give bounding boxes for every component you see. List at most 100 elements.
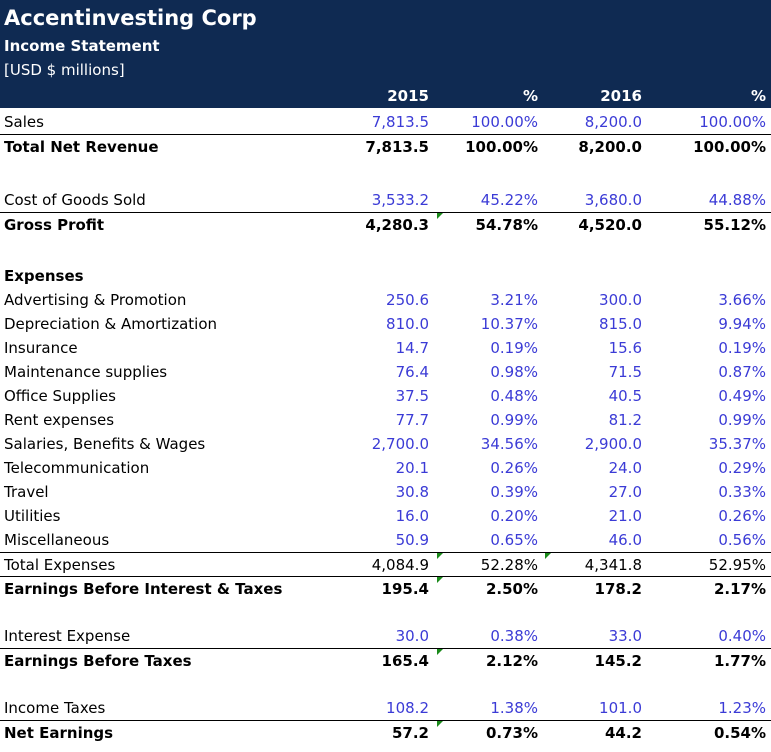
table-row[interactable]: Telecommunication 20.1 0.26% 24.0 0.29% <box>0 456 771 480</box>
cell-2016[interactable]: 44.2 <box>604 724 642 742</box>
cell-2016[interactable]: 8,200.0 <box>578 138 642 156</box>
cell-pct-2016[interactable]: 3.66% <box>718 291 766 309</box>
table-row[interactable]: Maintenance supplies 76.4 0.98% 71.5 0.8… <box>0 360 771 384</box>
cell-pct-2016[interactable]: 100.00% <box>699 113 766 131</box>
cell-2016[interactable]: 27.0 <box>608 483 642 501</box>
cell-2015[interactable]: 3,533.2 <box>371 191 429 209</box>
cell-2015[interactable]: 30.0 <box>395 627 429 645</box>
table-row[interactable]: Travel 30.8 0.39% 27.0 0.33% <box>0 480 771 504</box>
cell-2016[interactable]: 4,341.8 <box>584 556 642 574</box>
cell-2016[interactable]: 40.5 <box>608 387 642 405</box>
table-row[interactable]: Cost of Goods Sold 3,533.2 45.22% 3,680.… <box>0 188 771 212</box>
cell-pct-2015[interactable]: 0.39% <box>490 483 538 501</box>
cell-2015[interactable]: 20.1 <box>395 459 429 477</box>
cell-pct-2015[interactable]: 0.99% <box>490 411 538 429</box>
table-row[interactable]: Insurance 14.7 0.19% 15.6 0.19% <box>0 336 771 360</box>
cell-pct-2015[interactable]: 2.12% <box>485 652 538 670</box>
table-row[interactable]: Total Expenses 4,084.9 52.28% 4,341.8 52… <box>0 552 771 577</box>
cell-2015[interactable]: 165.4 <box>381 652 429 670</box>
cell-2016[interactable]: 33.0 <box>608 627 642 645</box>
cell-pct-2015[interactable]: 10.37% <box>480 315 538 333</box>
table-row[interactable]: Earnings Before Taxes 165.4 2.12% 145.2 … <box>0 648 771 673</box>
table-row[interactable]: Advertising & Promotion 250.6 3.21% 300.… <box>0 288 771 312</box>
table-row[interactable]: Office Supplies 37.5 0.48% 40.5 0.49% <box>0 384 771 408</box>
section-heading-row[interactable]: Expenses <box>0 264 771 288</box>
cell-pct-2016[interactable]: 9.94% <box>718 315 766 333</box>
cell-pct-2015[interactable]: 0.19% <box>490 339 538 357</box>
cell-pct-2016[interactable]: 1.77% <box>713 652 766 670</box>
cell-pct-2016[interactable]: 0.40% <box>718 627 766 645</box>
cell-pct-2016[interactable]: 55.12% <box>703 216 766 234</box>
cell-pct-2015[interactable]: 1.38% <box>490 699 538 717</box>
cell-pct-2015[interactable]: 0.65% <box>490 531 538 549</box>
cell-2016[interactable]: 101.0 <box>599 699 642 717</box>
cell-2016[interactable]: 24.0 <box>608 459 642 477</box>
cell-pct-2015[interactable]: 3.21% <box>490 291 538 309</box>
cell-2016[interactable]: 15.6 <box>608 339 642 357</box>
cell-pct-2016[interactable]: 44.88% <box>708 191 766 209</box>
table-row[interactable]: Net Earnings 57.2 0.73% 44.2 0.54% <box>0 720 771 745</box>
cell-2016[interactable]: 71.5 <box>608 363 642 381</box>
cell-2015[interactable]: 108.2 <box>386 699 429 717</box>
cell-pct-2015[interactable]: 2.50% <box>485 580 538 598</box>
table-row[interactable]: Income Taxes 108.2 1.38% 101.0 1.23% <box>0 696 771 720</box>
cell-pct-2015[interactable]: 100.00% <box>465 138 538 156</box>
cell-2016[interactable]: 4,520.0 <box>578 216 642 234</box>
cell-2015[interactable]: 37.5 <box>395 387 429 405</box>
cell-pct-2016[interactable]: 0.99% <box>718 411 766 429</box>
cell-2015[interactable]: 76.4 <box>395 363 429 381</box>
cell-pct-2015[interactable]: 54.78% <box>475 216 538 234</box>
cell-pct-2016[interactable]: 52.95% <box>708 556 766 574</box>
cell-2016[interactable]: 3,680.0 <box>584 191 642 209</box>
table-row[interactable]: Total Net Revenue 7,813.5 100.00% 8,200.… <box>0 134 771 159</box>
table-row[interactable]: Earnings Before Interest & Taxes 195.4 2… <box>0 576 771 601</box>
cell-2015[interactable]: 195.4 <box>381 580 429 598</box>
cell-pct-2016[interactable]: 0.29% <box>718 459 766 477</box>
table-row[interactable]: Gross Profit 4,280.3 54.78% 4,520.0 55.1… <box>0 212 771 237</box>
cell-2016[interactable]: 815.0 <box>599 315 642 333</box>
cell-pct-2015[interactable]: 0.73% <box>485 724 538 742</box>
table-row[interactable]: Depreciation & Amortization 810.0 10.37%… <box>0 312 771 336</box>
cell-2015[interactable]: 4,084.9 <box>371 556 429 574</box>
cell-2015[interactable]: 2,700.0 <box>371 435 429 453</box>
cell-2016[interactable]: 2,900.0 <box>584 435 642 453</box>
cell-pct-2016[interactable]: 0.56% <box>718 531 766 549</box>
cell-pct-2016[interactable]: 0.54% <box>713 724 766 742</box>
cell-2015[interactable]: 7,813.5 <box>365 138 429 156</box>
cell-pct-2015[interactable]: 0.20% <box>490 507 538 525</box>
cell-2015[interactable]: 250.6 <box>386 291 429 309</box>
table-row[interactable]: Interest Expense 30.0 0.38% 33.0 0.40% <box>0 624 771 648</box>
cell-pct-2015[interactable]: 100.00% <box>471 113 538 131</box>
cell-pct-2015[interactable]: 45.22% <box>480 191 538 209</box>
cell-2016[interactable]: 145.2 <box>594 652 642 670</box>
cell-pct-2016[interactable]: 35.37% <box>708 435 766 453</box>
cell-2015[interactable]: 4,280.3 <box>365 216 429 234</box>
cell-pct-2015[interactable]: 0.48% <box>490 387 538 405</box>
cell-2015[interactable]: 77.7 <box>395 411 429 429</box>
cell-pct-2015[interactable]: 0.98% <box>490 363 538 381</box>
cell-pct-2016[interactable]: 100.00% <box>693 138 766 156</box>
cell-2015[interactable]: 30.8 <box>395 483 429 501</box>
table-row[interactable]: Rent expenses 77.7 0.99% 81.2 0.99% <box>0 408 771 432</box>
table-row[interactable]: Salaries, Benefits & Wages 2,700.0 34.56… <box>0 432 771 456</box>
cell-pct-2016[interactable]: 2.17% <box>713 580 766 598</box>
table-row[interactable]: Miscellaneous 50.9 0.65% 46.0 0.56% <box>0 528 771 552</box>
cell-2015[interactable]: 50.9 <box>395 531 429 549</box>
cell-pct-2016[interactable]: 0.33% <box>718 483 766 501</box>
cell-pct-2016[interactable]: 0.26% <box>718 507 766 525</box>
cell-2016[interactable]: 300.0 <box>599 291 642 309</box>
cell-2016[interactable]: 81.2 <box>608 411 642 429</box>
cell-2015[interactable]: 16.0 <box>395 507 429 525</box>
table-row[interactable]: Utilities 16.0 0.20% 21.0 0.26% <box>0 504 771 528</box>
table-row[interactable]: Sales 7,813.5 100.00% 8,200.0 100.00% <box>0 110 771 134</box>
cell-2016[interactable]: 21.0 <box>608 507 642 525</box>
cell-pct-2015[interactable]: 34.56% <box>480 435 538 453</box>
cell-2015[interactable]: 57.2 <box>391 724 429 742</box>
cell-2015[interactable]: 14.7 <box>395 339 429 357</box>
cell-pct-2016[interactable]: 0.49% <box>718 387 766 405</box>
cell-2015[interactable]: 810.0 <box>386 315 429 333</box>
cell-pct-2016[interactable]: 0.87% <box>718 363 766 381</box>
cell-pct-2016[interactable]: 1.23% <box>718 699 766 717</box>
cell-2016[interactable]: 178.2 <box>594 580 642 598</box>
cell-pct-2015[interactable]: 52.28% <box>480 556 538 574</box>
